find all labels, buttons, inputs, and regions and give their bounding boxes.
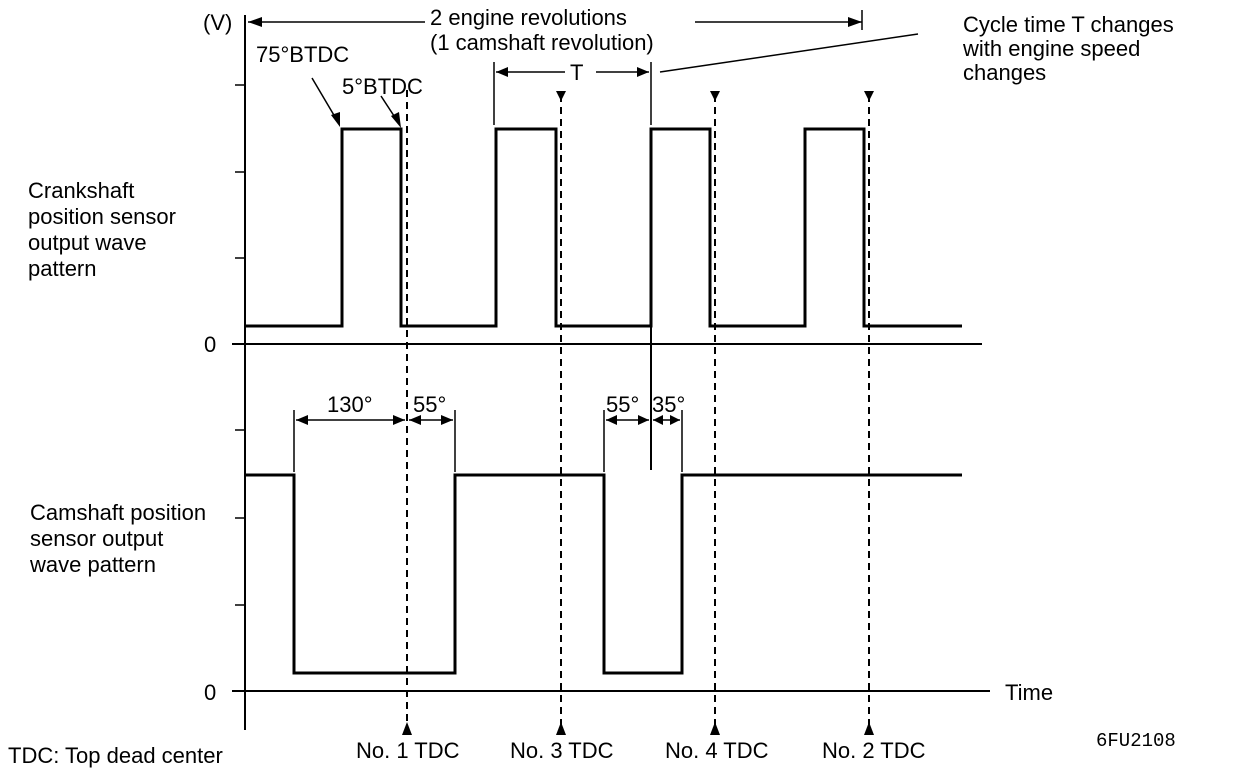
cycle-note-line-2: with engine speed <box>962 36 1140 61</box>
revolutions-label-2: (1 camshaft revolution) <box>430 30 654 55</box>
cycle-note-line-1: Cycle time T changes <box>963 12 1174 37</box>
angle-35-label: 35° <box>652 392 685 417</box>
btdc-5-label: 5°BTDC <box>342 74 423 99</box>
crank-label-1: Crankshaft <box>28 178 134 203</box>
cycle-T-label: T <box>570 60 583 85</box>
tdc-no4-label: No. 4 TDC <box>665 738 769 763</box>
crank-zero-label: 0 <box>204 332 216 357</box>
revolutions-dimension <box>248 10 863 30</box>
cam-label-3: wave pattern <box>29 552 156 577</box>
axis-ticks <box>235 84 245 606</box>
angle-55-b-label: 55° <box>606 392 639 417</box>
crankshaft-waveform <box>245 127 962 328</box>
time-axis-label: Time <box>1005 680 1053 705</box>
tdc-no1-label: No. 1 TDC <box>356 738 460 763</box>
cam-label-1: Camshaft position <box>30 500 206 525</box>
crank-label-4: pattern <box>28 256 97 281</box>
revolutions-label-1: 2 engine revolutions <box>430 5 627 30</box>
y-unit-label: (V) <box>203 10 232 35</box>
tdc-bottom-arrows <box>402 722 874 735</box>
btdc-75-label: 75°BTDC <box>256 42 349 67</box>
camshaft-waveform <box>245 473 962 675</box>
angle-130-label: 130° <box>327 392 373 417</box>
tdc-no2-label: No. 2 TDC <box>822 738 926 763</box>
btdc-leaders <box>311 77 401 128</box>
cycle-note-leader <box>659 33 919 73</box>
tdc-dashed-lines <box>406 90 870 735</box>
cycle-T-dimension <box>493 62 652 125</box>
crank-label-2: position sensor <box>28 204 176 229</box>
angle-55-a-label: 55° <box>413 392 446 417</box>
footnote: TDC: Top dead center <box>8 743 223 768</box>
cam-zero-label: 0 <box>204 680 216 705</box>
tdc-top-arrows <box>556 91 874 101</box>
figure-code: 6FU2108 <box>1096 730 1176 752</box>
cam-angle-dimensions <box>293 410 683 472</box>
cycle-note-line-3: changes <box>963 60 1046 85</box>
tdc-no3-label: No. 3 TDC <box>510 738 614 763</box>
crank-label-3: output wave <box>28 230 147 255</box>
cam-label-2: sensor output <box>30 526 163 551</box>
